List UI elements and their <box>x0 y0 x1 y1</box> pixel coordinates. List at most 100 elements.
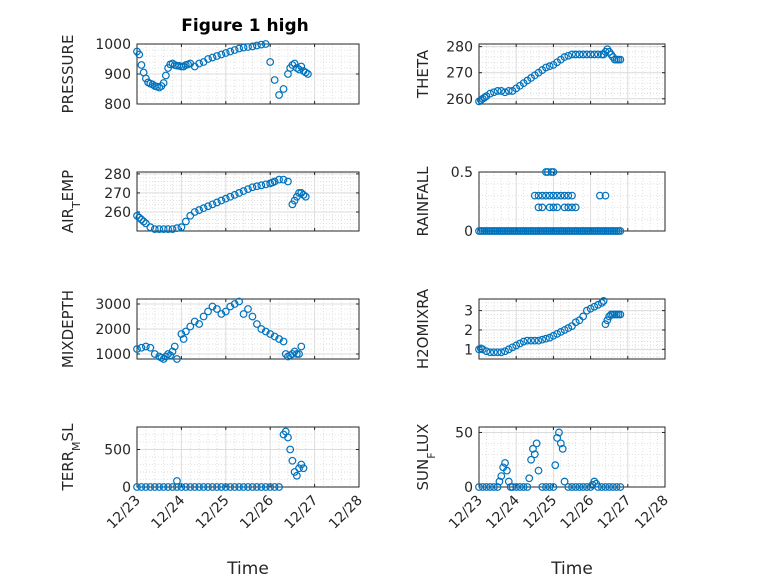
data-point <box>230 483 239 491</box>
data-point <box>204 55 212 63</box>
data-point <box>560 477 569 486</box>
data-point <box>545 203 554 212</box>
series-markers <box>475 297 625 357</box>
data-point <box>168 347 177 356</box>
data-point <box>297 62 306 71</box>
data-point <box>478 345 487 354</box>
data-point <box>594 300 602 309</box>
data-point <box>150 350 159 358</box>
data-point <box>181 217 190 226</box>
data-point <box>177 330 186 338</box>
data-point <box>230 300 239 308</box>
data-point <box>568 203 576 212</box>
y-tick-label: 50 <box>455 425 473 441</box>
data-point <box>597 483 606 491</box>
y-axis-label: MIXDEPTH <box>59 290 77 368</box>
data-point <box>190 317 199 326</box>
data-point <box>497 348 506 357</box>
data-point <box>226 192 235 201</box>
data-point <box>186 322 195 331</box>
data-point <box>605 483 614 491</box>
data-point <box>542 334 550 343</box>
data-point <box>594 50 602 59</box>
data-point <box>208 200 217 209</box>
data-point <box>168 483 177 491</box>
data-point <box>177 62 186 71</box>
data-point <box>195 206 204 214</box>
data-point <box>239 483 248 491</box>
data-point <box>213 305 221 313</box>
data-point <box>221 194 230 203</box>
data-point <box>270 483 279 491</box>
data-point <box>168 225 177 233</box>
data-point <box>516 483 524 491</box>
data-point <box>508 483 517 491</box>
series-markers <box>133 175 310 233</box>
data-point <box>270 177 279 186</box>
data-point <box>279 175 288 184</box>
y-axis-label: TERRMSL <box>59 423 83 492</box>
data-point <box>545 483 554 491</box>
data-point <box>558 444 567 453</box>
data-point <box>217 310 226 318</box>
data-point <box>486 483 495 491</box>
data-point <box>161 352 170 361</box>
data-point <box>590 302 599 311</box>
data-point <box>284 177 292 186</box>
data-point <box>257 40 266 49</box>
y-tick-label: 1000 <box>95 37 131 53</box>
data-point <box>221 483 230 491</box>
data-point <box>252 320 261 328</box>
data-point <box>501 88 509 97</box>
data-point <box>575 483 584 491</box>
data-point <box>564 203 573 212</box>
y-axis-label: RAINFALL <box>414 166 432 237</box>
data-point <box>486 348 495 357</box>
data-point <box>279 85 288 93</box>
data-point <box>523 483 532 491</box>
data-point <box>542 483 550 491</box>
y-tick-label: 2 <box>464 323 473 339</box>
data-point <box>252 483 261 491</box>
data-point <box>170 342 179 351</box>
data-point <box>275 175 283 184</box>
data-point <box>564 51 573 60</box>
data-point <box>290 59 299 68</box>
data-point <box>279 337 288 346</box>
data-point <box>568 50 576 59</box>
data-point <box>204 483 212 491</box>
data-point <box>579 483 588 491</box>
data-point <box>133 211 141 220</box>
y-tick-label: 260 <box>104 205 131 221</box>
data-point <box>493 483 502 491</box>
data-point <box>217 196 226 205</box>
subplot-3: 260 270 280 AIRTEMP <box>59 167 360 233</box>
data-point <box>288 456 297 465</box>
data-point <box>155 483 164 491</box>
data-point <box>270 332 279 341</box>
y-tick-label: 0 <box>464 224 473 240</box>
data-point <box>542 191 550 200</box>
y-tick-label: 260 <box>446 92 473 108</box>
data-point <box>275 335 283 343</box>
data-point <box>489 483 498 491</box>
data-point <box>501 347 509 356</box>
data-point <box>529 444 537 453</box>
data-point <box>568 483 576 491</box>
data-point <box>248 183 257 192</box>
data-point <box>527 336 535 345</box>
data-point <box>239 310 248 318</box>
data-point <box>534 336 543 345</box>
data-point <box>177 223 186 232</box>
data-point <box>555 428 563 437</box>
data-point <box>596 191 604 200</box>
data-point <box>609 483 617 491</box>
data-point <box>525 474 534 483</box>
data-point <box>297 460 306 469</box>
data-point <box>164 225 172 233</box>
data-point <box>297 342 306 351</box>
data-point <box>290 468 299 476</box>
data-point <box>489 88 498 97</box>
data-point <box>266 330 275 338</box>
